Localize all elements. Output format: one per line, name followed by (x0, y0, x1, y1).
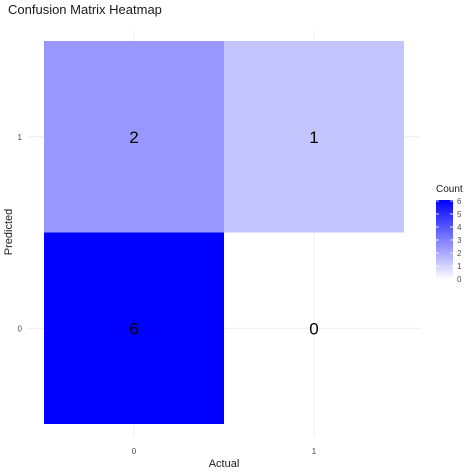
x-axis-title: Actual (209, 458, 240, 470)
legend-ticks: 0 1 2 3 4 5 6 (436, 197, 462, 284)
legend-tick-label: 2 (457, 249, 462, 258)
heatmap-cells (44, 41, 404, 424)
chart-title: Confusion Matrix Heatmap (8, 2, 162, 17)
legend-colorbar (436, 200, 453, 280)
x-tick-label: 0 (132, 447, 137, 456)
y-axis-title: Predicted (3, 209, 15, 255)
legend-title: Count (436, 184, 463, 195)
cell-value-label-1-1: 1 (309, 128, 318, 147)
heatmap-cell-0-1 (44, 41, 224, 233)
legend-tick-label: 5 (457, 210, 462, 219)
x-tick-label: 1 (312, 447, 317, 456)
legend-tick-label: 0 (457, 275, 462, 284)
legend-tick-label: 6 (457, 197, 462, 206)
heatmap-cell-1-1 (224, 41, 404, 233)
cell-labels: 6 0 2 1 (129, 128, 318, 339)
cell-value-label-0-0: 6 (129, 319, 138, 338)
legend-tick-label: 3 (457, 236, 462, 245)
legend-tick-label: 4 (457, 223, 462, 232)
y-tick-label: 0 (18, 324, 23, 333)
cell-value-label-0-1: 2 (129, 128, 138, 147)
legend-tick-label: 1 (457, 262, 462, 271)
color-legend: Count 0 1 2 3 4 5 6 (436, 184, 463, 284)
cell-value-label-1-0: 0 (309, 319, 318, 338)
heatmap-cell-0-0 (44, 232, 224, 424)
y-axis-ticks: 01 (18, 133, 23, 334)
y-tick-label: 1 (18, 133, 23, 142)
